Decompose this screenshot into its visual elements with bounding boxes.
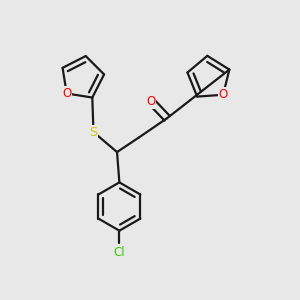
Text: O: O (62, 87, 71, 100)
Text: O: O (146, 94, 155, 108)
Text: Cl: Cl (114, 246, 125, 259)
Text: S: S (89, 125, 98, 139)
Text: O: O (218, 88, 228, 101)
